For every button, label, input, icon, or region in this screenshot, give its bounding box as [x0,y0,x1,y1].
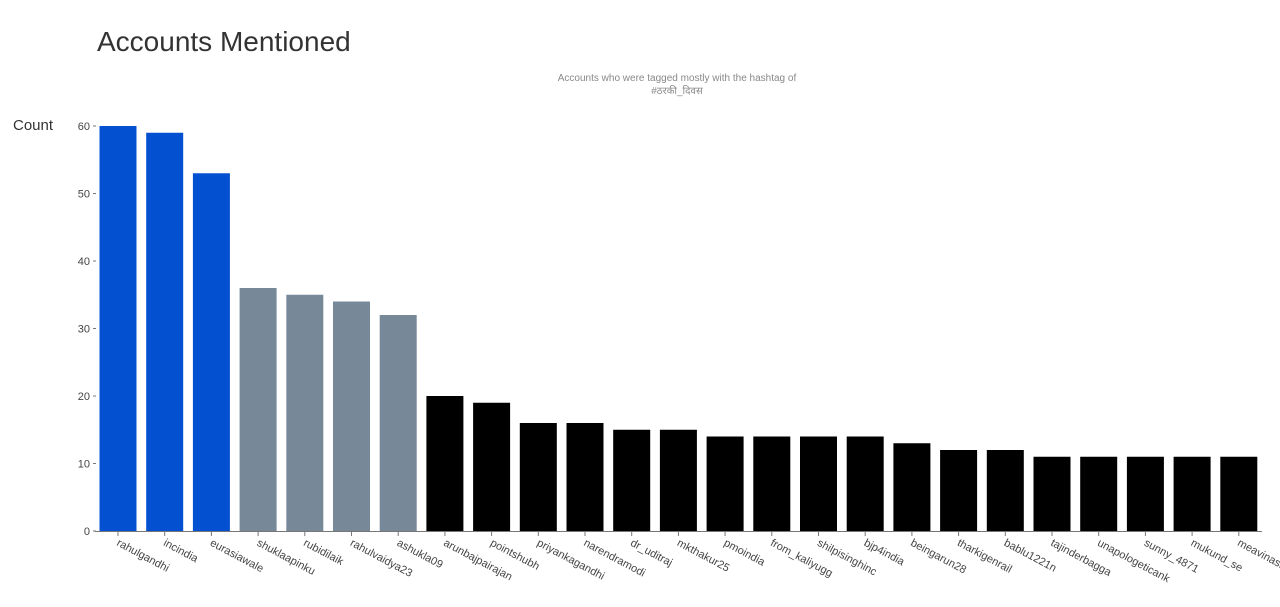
bar[interactable] [800,436,837,532]
bar[interactable] [286,294,324,531]
y-tick-label: 30 [78,324,90,336]
bar[interactable] [1126,456,1164,531]
bar[interactable] [846,436,884,532]
bar[interactable] [986,450,1024,531]
y-tick-label: 60 [78,121,90,133]
bar[interactable] [333,301,370,532]
y-tick-label: 0 [84,526,90,538]
bar[interactable] [426,396,464,531]
x-tick-label: mkthakur25 [675,537,731,575]
bar[interactable] [940,450,978,531]
bar[interactable] [1080,456,1118,531]
bar[interactable] [99,126,137,531]
bar[interactable] [1033,456,1071,531]
y-tick-label: 40 [78,256,90,268]
bar[interactable] [706,436,744,532]
x-tick-label: rahulgandhi [115,537,171,575]
bar[interactable] [1220,456,1258,531]
chart-subtitle-line-2: #ठरकी_दिवस [651,86,703,97]
y-axis-label: Count [13,117,54,134]
bar[interactable] [146,132,184,531]
bar[interactable] [893,443,931,531]
bar[interactable] [613,429,651,531]
bar[interactable] [566,423,604,531]
chart-subtitle: Accounts who were tagged mostly with the… [530,72,824,98]
y-tick-label: 20 [78,391,90,403]
bar[interactable] [192,173,230,531]
chart-subtitle-line-1: Accounts who were tagged mostly with the… [557,73,797,84]
bar[interactable] [379,315,417,531]
bar[interactable] [473,402,511,531]
bar[interactable] [753,436,791,532]
y-tick-label: 50 [78,189,90,201]
bar[interactable] [239,288,277,531]
bar[interactable] [1173,456,1211,531]
y-tick-label: 10 [78,459,90,471]
page-title: Accounts Mentioned [97,26,351,57]
bar[interactable] [519,423,557,531]
bar[interactable] [659,429,697,531]
